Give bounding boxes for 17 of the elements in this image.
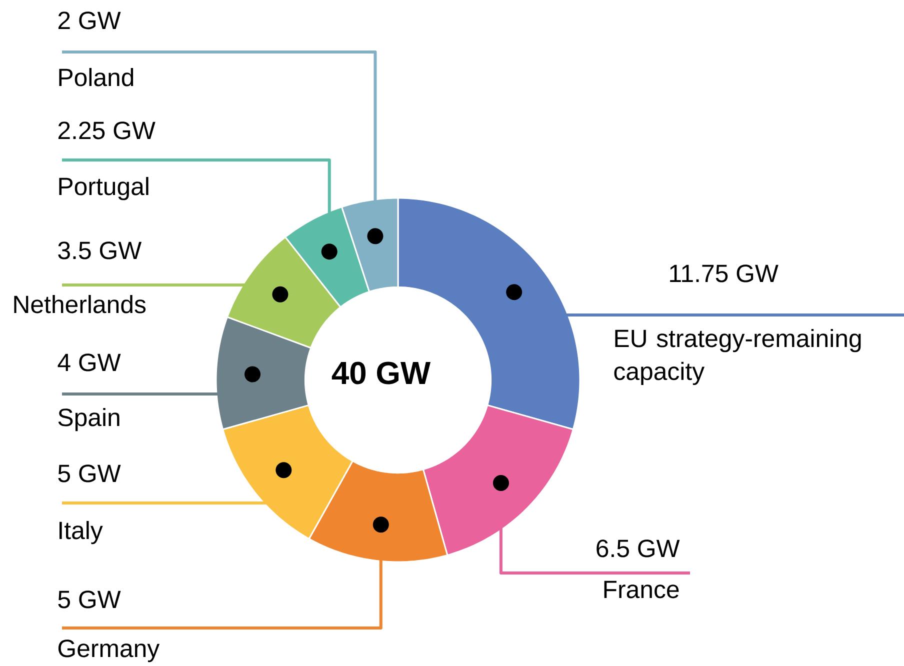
data-label: 2.25 GW <box>58 122 156 140</box>
slice-label: Germany <box>58 640 160 662</box>
data-label: 3.5 GW <box>58 242 142 260</box>
slice-label: Netherlands <box>14 294 146 314</box>
data-label: 6.5 GW <box>596 540 680 558</box>
slice-label: France <box>604 580 679 598</box>
data-label: 5 GW <box>58 590 121 608</box>
slice-label: Spain <box>58 408 120 432</box>
data-label: 4 GW <box>58 354 121 372</box>
slice-label: Portugal <box>59 176 148 200</box>
data-label: 5 GW <box>58 464 121 482</box>
data-label: 2 GW <box>58 12 121 30</box>
slice-label: Italy <box>59 520 103 544</box>
slice-label: EU strategy-remaining capacity <box>614 328 861 386</box>
data-label: 11.75 GW <box>670 264 778 282</box>
slice-label: Poland <box>59 68 134 86</box>
text: 40 GW <box>332 362 431 384</box>
